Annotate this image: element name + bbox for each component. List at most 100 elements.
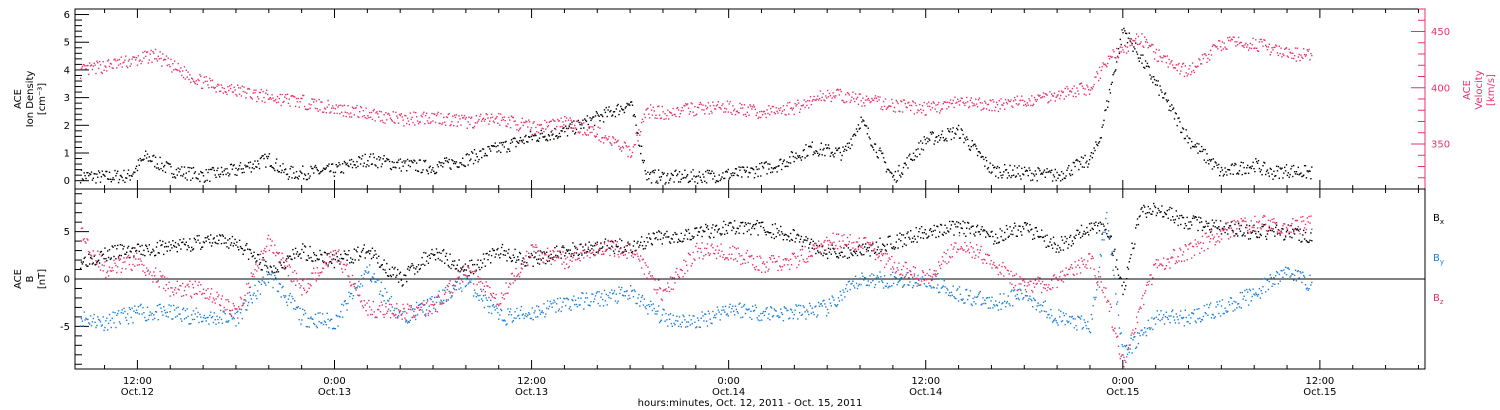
bx-point — [772, 233, 775, 235]
ion-density-point — [1160, 89, 1162, 91]
bx-point — [331, 254, 334, 256]
bx-point — [1269, 229, 1271, 232]
velocity-point — [926, 103, 928, 105]
velocity-point — [1150, 45, 1152, 47]
bx-point — [290, 258, 292, 260]
velocity-point — [341, 111, 343, 113]
ion-density-point — [969, 149, 972, 151]
bx-point — [285, 258, 288, 260]
bx-point — [584, 252, 586, 254]
ion-density-point — [675, 169, 677, 171]
velocity-point — [842, 99, 844, 102]
bx-point — [110, 257, 112, 259]
by-point — [755, 306, 757, 309]
ion-density-point — [566, 135, 569, 137]
ion-density-point — [881, 152, 883, 155]
velocity-point — [1157, 60, 1159, 62]
velocity-point — [277, 101, 280, 103]
bx-point — [198, 234, 200, 237]
by-point — [453, 288, 456, 291]
by-point — [672, 314, 674, 317]
velocity-point — [714, 108, 716, 110]
velocity-point — [587, 134, 589, 136]
bx-point — [1058, 251, 1060, 253]
bx-point — [1257, 231, 1260, 233]
bx-point — [718, 228, 720, 230]
by-point — [636, 302, 638, 305]
bx-point — [1220, 233, 1223, 235]
velocity-point — [439, 122, 441, 125]
ion-density-point — [1088, 163, 1090, 165]
by-point — [458, 288, 460, 290]
velocity-point — [1126, 46, 1129, 48]
velocity-point — [854, 93, 857, 95]
by-point — [284, 296, 286, 299]
bx-point — [578, 253, 580, 255]
velocity-point — [873, 97, 876, 99]
by-point — [805, 318, 807, 320]
ion-density-point — [961, 129, 963, 131]
velocity-point — [294, 105, 297, 108]
by-point — [192, 310, 195, 312]
ion-density-point — [342, 172, 345, 174]
bx-point — [731, 229, 733, 232]
ion-density-point — [703, 176, 705, 178]
ion-density-point — [737, 175, 739, 177]
by-point — [132, 322, 134, 324]
velocity-point — [336, 112, 338, 115]
velocity-point — [337, 106, 339, 108]
by-point — [173, 304, 175, 307]
velocity-point — [154, 58, 156, 60]
by-point — [704, 313, 706, 315]
velocity-point — [123, 61, 125, 63]
by-point — [343, 300, 346, 303]
bx-point — [1111, 253, 1113, 255]
ion-density-point — [946, 140, 948, 142]
velocity-point — [242, 90, 244, 93]
velocity-point — [1191, 62, 1194, 64]
bx-point — [1098, 230, 1101, 232]
velocity-point — [513, 120, 515, 123]
ion-density-point — [967, 138, 969, 141]
velocity-point — [519, 127, 522, 129]
ion-density-point — [1049, 170, 1051, 172]
velocity-point — [669, 112, 672, 114]
velocity-point — [378, 110, 381, 113]
velocity-point — [1208, 53, 1210, 56]
velocity-point — [556, 125, 558, 128]
ion-density-point — [1175, 113, 1177, 115]
velocity-point — [266, 89, 268, 91]
velocity-point — [743, 104, 746, 106]
bx-point — [654, 238, 656, 240]
bx-point — [808, 247, 810, 249]
velocity-point — [702, 104, 704, 106]
ion-density-point — [1243, 166, 1245, 169]
ion-density-point — [966, 136, 968, 138]
bx-point — [1183, 227, 1186, 229]
by-point — [419, 303, 421, 305]
ion-density-point — [540, 129, 542, 132]
bx-point — [1116, 268, 1119, 270]
bx-point — [234, 238, 236, 241]
bx-point — [967, 221, 969, 224]
by-point — [413, 314, 415, 317]
velocity-point — [729, 101, 731, 103]
bx-point — [942, 234, 944, 236]
ion-density-point — [1004, 164, 1006, 166]
ion-density-point — [1254, 170, 1256, 173]
by-point — [647, 313, 649, 315]
velocity-point — [682, 109, 684, 112]
ion-density-point — [302, 165, 304, 167]
bx-point — [620, 247, 622, 249]
ion-density-point — [1005, 169, 1008, 171]
by-point — [371, 276, 374, 278]
velocity-point — [1018, 103, 1020, 105]
by-point — [511, 321, 514, 323]
velocity-point — [826, 97, 828, 99]
velocity-point — [1247, 44, 1249, 46]
velocity-point — [204, 80, 206, 83]
ion-density-point — [1013, 165, 1016, 167]
top-right-ylabel-line1: ACE — [1462, 80, 1473, 100]
velocity-point — [964, 104, 966, 107]
velocity-point — [1066, 86, 1068, 88]
